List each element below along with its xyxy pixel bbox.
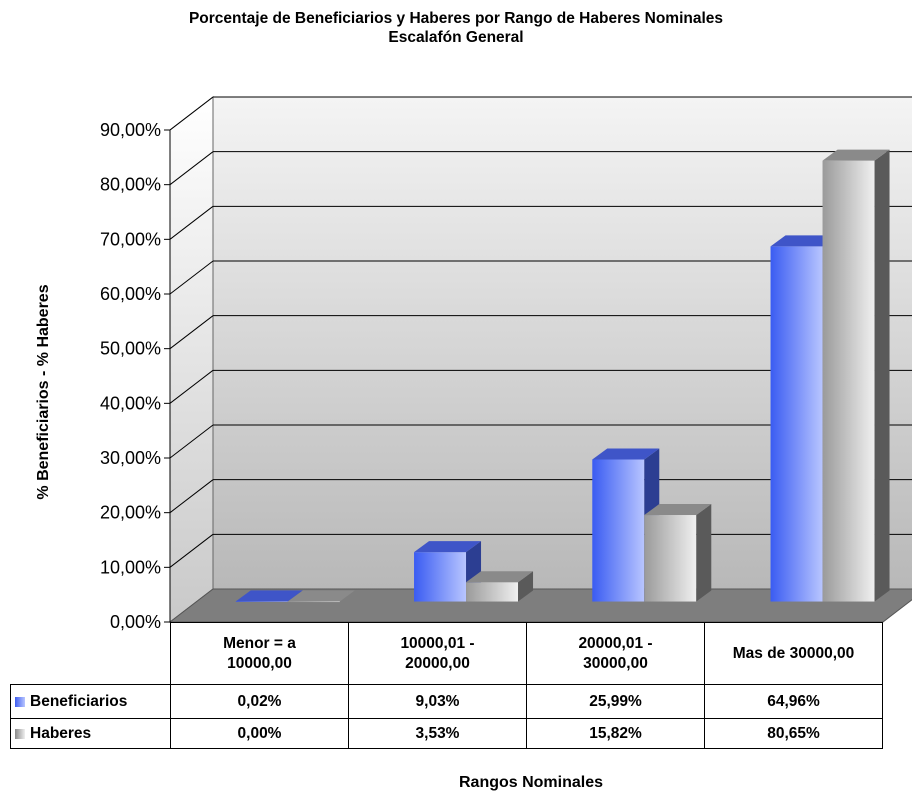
- bar-top: [822, 149, 890, 161]
- gridline-side: [169, 260, 214, 295]
- bar-top: [592, 448, 660, 460]
- legend-entry-haberes: Haberes: [10, 718, 171, 749]
- gridline-side: [169, 96, 214, 131]
- chart-title-block: Porcentaje de Beneficiarios y Haberes po…: [0, 9, 912, 47]
- bar-top: [287, 590, 355, 602]
- y-tick-label: 60,00%: [100, 284, 161, 304]
- bar-front: [414, 552, 467, 602]
- table-category-header: 20000,01 -30000,00: [526, 622, 705, 685]
- bar-front: [287, 601, 340, 603]
- bar-haberes-3: [822, 149, 890, 602]
- table-category-header: Menor = a 10000,00: [170, 622, 349, 685]
- bar-front: [235, 601, 288, 602]
- table-corner: [10, 622, 171, 685]
- y-tick-label: 20,00%: [100, 503, 161, 523]
- legend-swatch-haberes: [15, 728, 25, 739]
- chart-title: Porcentaje de Beneficiarios y Haberes po…: [188, 10, 724, 27]
- chart-subtitle: Escalafón General: [388, 29, 524, 46]
- y-tick-label: 30,00%: [100, 448, 161, 468]
- table-cell: 15,82%: [526, 718, 705, 749]
- bar-haberes-2: [644, 504, 712, 602]
- table-header-row: Menor = a 10000,00 10000,01 -20000,00 200…: [10, 622, 883, 685]
- gridline-side: [169, 151, 214, 186]
- gridline-side: [169, 424, 214, 459]
- y-tick-label: 90,00%: [100, 120, 161, 140]
- table-row-beneficiarios: Beneficiarios 0,02% 9,03% 25,99% 64,96%: [10, 684, 883, 719]
- bar-top: [644, 504, 712, 516]
- y-tick-label: 40,00%: [100, 393, 161, 413]
- bar-top: [414, 541, 482, 553]
- table-row-haberes: Haberes 0,00% 3,53% 15,82% 80,65%: [10, 718, 883, 749]
- table-cell: 3,53%: [348, 718, 527, 749]
- gridline-side: [169, 315, 214, 350]
- side-wall: [169, 95, 214, 624]
- table-cell: 0,00%: [170, 718, 349, 749]
- y-axis-label: % Beneficiarios - % Haberes: [35, 284, 52, 499]
- bar-beneficiarios-0: [235, 590, 303, 602]
- x-axis-label: Rangos Nominales: [458, 774, 604, 791]
- gridline-side: [169, 369, 214, 404]
- bar-haberes-0: [287, 590, 355, 603]
- y-tick-label: 80,00%: [100, 175, 161, 195]
- bar-front: [770, 246, 823, 602]
- table-cell: 0,02%: [170, 684, 349, 719]
- table-cell: 80,65%: [704, 718, 883, 749]
- bar-side: [518, 571, 534, 602]
- bar-top: [466, 571, 534, 583]
- bar-front: [644, 515, 697, 602]
- y-tick-label: 10,00%: [100, 557, 161, 577]
- legend-entry-beneficiarios: Beneficiarios: [10, 684, 171, 719]
- bar-top: [235, 590, 303, 602]
- gridline-side: [169, 479, 214, 514]
- gridline-side: [169, 205, 214, 240]
- bar-front: [822, 160, 875, 602]
- bar-haberes-1: [466, 571, 534, 602]
- legend-swatch-beneficiarios: [15, 696, 25, 707]
- table-category-header: Mas de 30000,00: [704, 622, 883, 685]
- bar-front: [592, 459, 645, 602]
- data-table: Menor = a 10000,00 10000,01 -20000,00 200…: [10, 622, 883, 749]
- y-tick-label: 70,00%: [100, 229, 161, 249]
- table-cell: 25,99%: [526, 684, 705, 719]
- bar-side: [874, 149, 890, 602]
- table-cell: 9,03%: [348, 684, 527, 719]
- bar-top: [770, 235, 838, 247]
- bar-side: [696, 504, 712, 602]
- bar-side: [287, 590, 303, 602]
- y-tick-label: 50,00%: [100, 339, 161, 359]
- bar-front: [466, 582, 519, 602]
- table-cell: 64,96%: [704, 684, 883, 719]
- gridline-side: [169, 533, 214, 568]
- table-category-header: 10000,01 -20000,00: [348, 622, 527, 685]
